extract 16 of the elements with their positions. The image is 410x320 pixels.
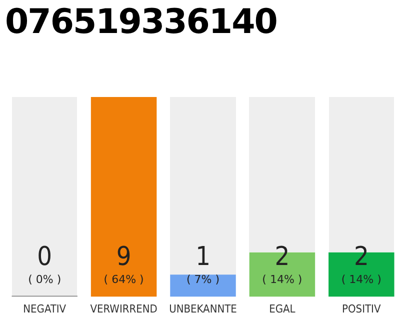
annotation: ( 14% ) bbox=[341, 272, 382, 286]
annotation: ( 14% ) bbox=[262, 272, 302, 286]
data-label: 0 bbox=[37, 242, 52, 272]
x-tick-label: VERWIRREND bbox=[90, 302, 158, 316]
data-label: 1 bbox=[196, 242, 210, 272]
bar bbox=[90, 97, 157, 297]
annotation: ( 0% ) bbox=[28, 272, 62, 286]
x-tick-label: UNBEKANNTE bbox=[169, 302, 237, 316]
chart-title: 076519336140 bbox=[4, 1, 278, 44]
x-tick-label: POSITIV bbox=[342, 302, 381, 316]
annotation: ( 64% ) bbox=[104, 272, 144, 286]
x-tick-label: NEGATIV bbox=[23, 302, 66, 316]
x-tick-label: EGAL bbox=[269, 302, 296, 316]
data-label: 9 bbox=[116, 242, 132, 272]
annotation: ( 7% ) bbox=[186, 272, 220, 286]
bar bbox=[170, 274, 236, 297]
